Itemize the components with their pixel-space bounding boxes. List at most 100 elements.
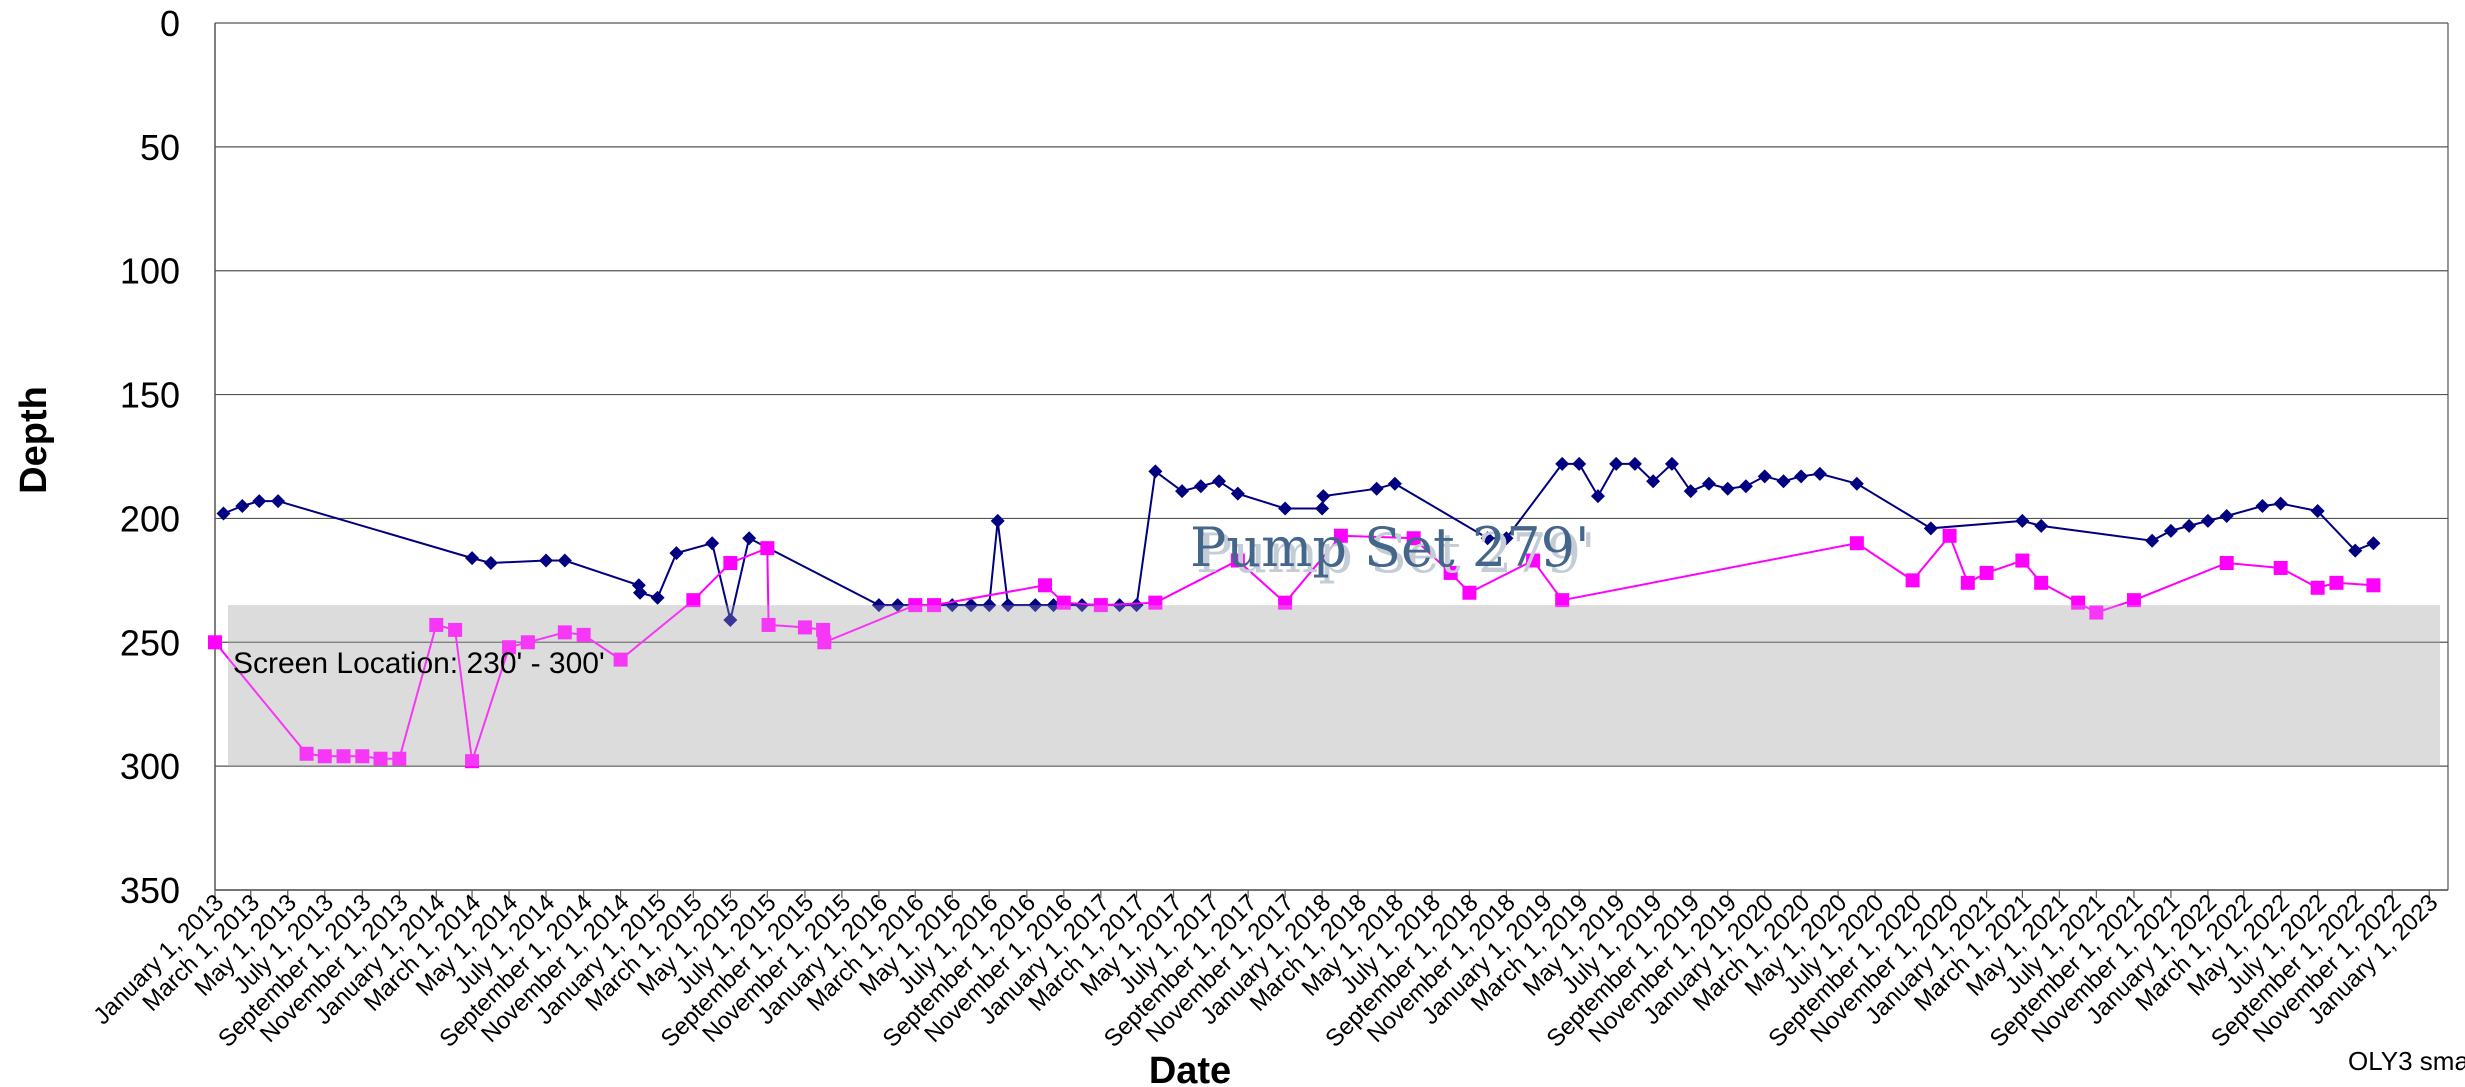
series-1-point <box>990 513 1005 528</box>
series-1-point <box>2348 543 2363 558</box>
series-2-point <box>723 556 738 571</box>
series-2-point <box>1849 536 1864 551</box>
y-tick-label: 300 <box>120 746 180 787</box>
series-1-point <box>1757 469 1772 484</box>
series-2-point <box>208 635 222 650</box>
series-2-point <box>373 751 388 766</box>
series-1-point <box>235 499 250 514</box>
series-2-point <box>1278 595 1293 610</box>
series-1-point <box>1315 501 1330 516</box>
series-1-point <box>2200 513 2215 528</box>
series-2-point <box>355 749 370 764</box>
series-2-point <box>448 622 463 637</box>
series-1-point <box>1316 489 1331 504</box>
series-2-point <box>2310 580 2325 595</box>
series-2-point <box>1333 528 1348 543</box>
series-1-point <box>1720 481 1735 496</box>
series-2-point <box>2329 575 2344 590</box>
series-1-point <box>1627 456 1642 471</box>
series-1-point <box>2034 518 2049 533</box>
series-1-point <box>2182 518 2197 533</box>
series-2-point <box>576 627 591 642</box>
series-2-point <box>2015 553 2030 568</box>
series-2-point <box>1526 553 1541 568</box>
screen-location-band <box>228 605 2440 767</box>
series-1-point <box>1555 456 1570 471</box>
series-1-point <box>1701 476 1716 491</box>
pump-set-label-shadow: Pump Set 279' <box>1196 522 1596 585</box>
series-2-point <box>1038 578 1053 593</box>
series-2-point <box>520 635 535 650</box>
series-1-point <box>982 598 997 613</box>
y-tick-label: 350 <box>120 870 180 911</box>
series-1-point <box>1923 521 1938 536</box>
series-2-point <box>2071 595 2086 610</box>
series-2-point <box>927 598 942 613</box>
footer-label: OLY3 sma <box>2348 1046 2465 1076</box>
series-1-point <box>2310 503 2325 518</box>
series-2-point <box>761 617 776 632</box>
series-1-point <box>705 536 720 551</box>
series-1-point <box>1175 484 1190 499</box>
series-2-point <box>2034 575 2049 590</box>
series-2-point <box>1148 595 1163 610</box>
series-1-point <box>650 590 665 605</box>
series-1-point <box>1212 474 1227 489</box>
series-2-point <box>1056 595 1071 610</box>
series-2-point <box>686 593 701 608</box>
series-2-point <box>557 625 572 640</box>
series-2-point <box>2126 593 2141 608</box>
series-1-point <box>633 585 648 600</box>
series-1-point <box>539 553 554 568</box>
series-1-point <box>1849 476 1864 491</box>
series-2-point <box>1555 593 1570 608</box>
series-2-point <box>1905 573 1920 588</box>
series-1-point <box>890 598 905 613</box>
series-1-point <box>2163 523 2178 538</box>
series-1-point <box>1387 476 1402 491</box>
series-2-point <box>1462 585 1477 600</box>
series-1-point <box>1683 484 1698 499</box>
series-2-point <box>817 635 832 650</box>
y-tick-label: 200 <box>120 498 180 539</box>
series-2-point <box>797 620 812 635</box>
series-2-point <box>336 749 351 764</box>
series-1-point <box>1148 464 1163 479</box>
y-tick-label: 0 <box>160 3 180 44</box>
series-1-point <box>964 598 979 613</box>
series-2-point <box>613 652 628 667</box>
series-1-point <box>252 494 267 509</box>
series-1-point <box>1572 456 1587 471</box>
series-1-point <box>1738 479 1753 494</box>
series-1-point <box>465 551 480 566</box>
series-2-point <box>1406 531 1421 546</box>
series-2-point <box>2219 556 2234 571</box>
series-2-point <box>1230 553 1245 568</box>
series-1-point <box>1609 456 1624 471</box>
series-1-point <box>1480 531 1495 546</box>
series-1-point <box>2015 513 2030 528</box>
series-2-point <box>1093 598 1108 613</box>
series-1-point <box>483 556 498 571</box>
series-1-point <box>2255 499 2270 514</box>
series-2-point <box>299 746 314 761</box>
series-2-point <box>760 541 775 556</box>
series-1-point <box>1001 598 1016 613</box>
series-2-point <box>1942 528 1957 543</box>
y-tick-label: 100 <box>120 251 180 292</box>
series-1-point <box>1075 598 1090 613</box>
screen-location-label: Screen Location: 230' - 300' <box>233 647 605 680</box>
series-1-point <box>557 553 572 568</box>
series-1-point <box>742 531 757 546</box>
series-1-point <box>271 494 286 509</box>
series-1-point <box>1369 481 1384 496</box>
series-2-point <box>1979 565 1994 580</box>
x-axis-title: Date <box>1149 1050 1231 1087</box>
pump-set-label: Pump Set 279' <box>1190 516 1590 579</box>
series-2-point <box>429 617 444 632</box>
series-1-point <box>669 546 684 561</box>
series-2-point <box>502 640 517 655</box>
series-1-point <box>2145 533 2160 548</box>
series-1-point <box>1193 479 1208 494</box>
